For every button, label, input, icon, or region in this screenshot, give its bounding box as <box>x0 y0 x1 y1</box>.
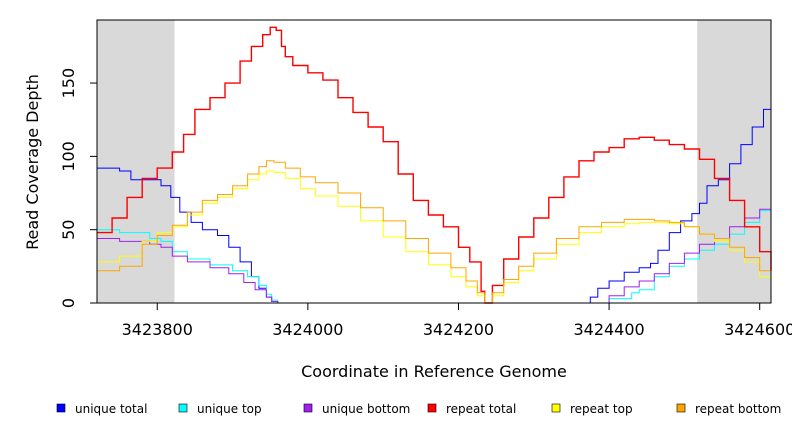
shaded-regions <box>97 20 771 303</box>
series-line-repeat-total <box>97 26 772 304</box>
legend-label-repeat-bottom: repeat bottom <box>695 402 781 416</box>
y-axis-title: Read Coverage Depth <box>23 74 42 250</box>
legend-swatch-unique-total <box>56 403 66 413</box>
legend-label-unique-total: unique total <box>75 402 147 416</box>
shaded-region-1 <box>697 20 771 303</box>
legend-label-unique-top: unique top <box>197 402 262 416</box>
series-lines <box>97 26 772 304</box>
series-line-unique-total <box>97 94 772 304</box>
legend-label-repeat-top: repeat top <box>570 402 633 416</box>
y-tick-label: 50 <box>59 220 78 240</box>
x-tick-label: 3424200 <box>423 320 494 339</box>
x-tick-label: 3423800 <box>122 320 193 339</box>
legend-swatch-unique-top <box>178 403 188 413</box>
x-tick-label: 3424600 <box>724 320 792 339</box>
y-tick-label: 100 <box>59 141 78 172</box>
legend-label-unique-bottom: unique bottom <box>322 402 410 416</box>
shaded-region-0 <box>97 20 175 303</box>
legend-swatch-repeat-top <box>551 403 561 413</box>
legend-swatch-repeat-bottom <box>676 403 686 413</box>
legend-swatch-repeat-total <box>427 403 437 413</box>
series-line-unique-top <box>97 193 772 304</box>
series-line-repeat-top <box>97 170 772 304</box>
y-tick-label: 0 <box>59 298 78 308</box>
y-tick-label: 150 <box>59 68 78 99</box>
x-axis: 3423800 3424000 3424200 3424400 3424600 <box>97 302 792 339</box>
legend: unique total unique top unique bottom repea… <box>56 402 781 416</box>
legend-swatch-unique-bottom <box>303 403 313 413</box>
legend-label-repeat-total: repeat total <box>446 402 516 416</box>
series-line-repeat-bottom <box>97 160 772 304</box>
x-tick-label: 3424400 <box>573 320 644 339</box>
x-tick-label: 3424000 <box>272 320 343 339</box>
x-axis-title: Coordinate in Reference Genome <box>301 362 567 381</box>
plot-frame <box>96 19 772 304</box>
y-axis: 0 50 100 150 <box>59 68 98 308</box>
